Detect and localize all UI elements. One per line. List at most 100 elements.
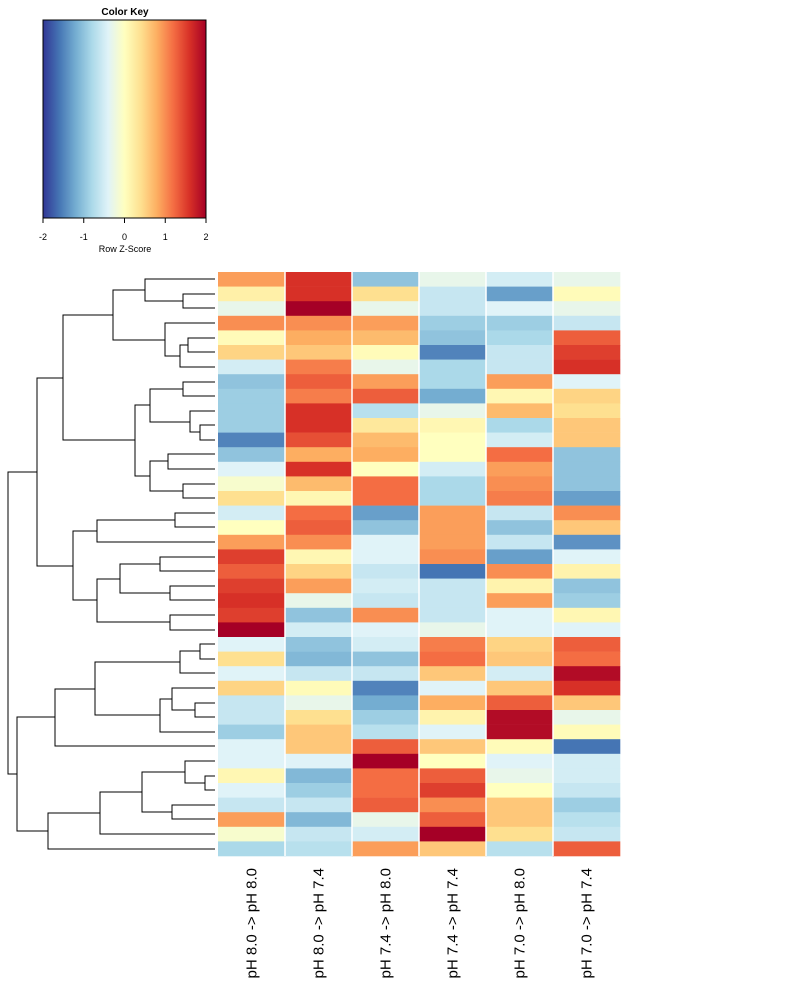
- heatmap-cell: [218, 476, 286, 492]
- heatmap-cell: [285, 695, 353, 711]
- heatmap-cell: [285, 520, 353, 536]
- heatmap-cell: [218, 651, 286, 667]
- heatmap-cell: [352, 622, 420, 638]
- heatmap-cell: [352, 695, 420, 711]
- heatmap-cell: [352, 461, 420, 477]
- heatmap-cell: [419, 549, 487, 565]
- heatmap-cell: [486, 607, 554, 623]
- heatmap-cell: [285, 593, 353, 609]
- heatmap-cell: [352, 374, 420, 390]
- heatmap-cell: [553, 432, 621, 448]
- heatmap-cell: [419, 812, 487, 828]
- heatmap-cell: [352, 491, 420, 506]
- heatmap-cell: [486, 797, 554, 813]
- heatmap-cell: [419, 447, 487, 463]
- heatmap-cell: [419, 461, 487, 477]
- heatmap-cell: [553, 812, 621, 828]
- heatmap-cell: [285, 272, 353, 287]
- heatmap-cell: [352, 637, 420, 652]
- heatmap-cell: [419, 505, 487, 521]
- heatmap-cell: [419, 710, 487, 725]
- heatmap-cell: [218, 797, 286, 813]
- heatmap-cell: [352, 753, 420, 769]
- heatmap-cell: [352, 301, 420, 317]
- heatmap-cell: [352, 315, 420, 331]
- heatmap-cell: [218, 388, 286, 404]
- heatmap-cell: [553, 403, 621, 419]
- heatmap-cell: [285, 753, 353, 769]
- heatmap-cell: [352, 330, 420, 346]
- heatmap-cell: [553, 476, 621, 492]
- heatmap-cell: [419, 345, 487, 360]
- heatmap-cell: [553, 272, 621, 287]
- heatmap-cell: [285, 724, 353, 740]
- heatmap-cell: [553, 607, 621, 623]
- heatmap-cell: [218, 826, 286, 842]
- heatmap-cell: [218, 301, 286, 317]
- heatmap-cell: [285, 491, 353, 506]
- heatmap-cell: [419, 418, 487, 433]
- heatmap-cell: [553, 461, 621, 477]
- heatmap-cell: [486, 534, 554, 550]
- heatmap-cell: [352, 272, 420, 287]
- heatmap-cell: [285, 388, 353, 404]
- heatmap-cell: [486, 491, 554, 506]
- heatmap-cell: [352, 666, 420, 682]
- heatmap-cell: [285, 797, 353, 813]
- heatmap-cell: [285, 534, 353, 550]
- heatmap-cell: [419, 666, 487, 682]
- heatmap-cell: [218, 359, 286, 375]
- heatmap-cell: [352, 578, 420, 594]
- heatmap-cell: [419, 826, 487, 842]
- heatmap-cell: [486, 753, 554, 769]
- heatmap-cell: [553, 315, 621, 331]
- heatmap-cell: [352, 783, 420, 798]
- heatmap-cell: [419, 651, 487, 667]
- heatmap-cell: [553, 418, 621, 433]
- heatmap-cell: [553, 768, 621, 784]
- heatmap-cell: [285, 345, 353, 360]
- heatmap-cell: [285, 666, 353, 682]
- heatmap-cell: [352, 388, 420, 404]
- heatmap-cell: [352, 520, 420, 536]
- heatmap-cell: [553, 651, 621, 667]
- heatmap-cell: [352, 812, 420, 828]
- heatmap-cell: [218, 447, 286, 463]
- heatmap-cell: [486, 301, 554, 317]
- heatmap-cell: [352, 359, 420, 375]
- heatmap-cell: [419, 680, 487, 696]
- heatmap-cell: [486, 783, 554, 798]
- key-tick-label: -1: [80, 232, 88, 242]
- heatmap-cell: [486, 461, 554, 477]
- heatmap-cell: [352, 549, 420, 565]
- heatmap-cell: [553, 680, 621, 696]
- heatmap-cell: [285, 710, 353, 725]
- heatmap-cell: [486, 695, 554, 711]
- heatmap-cell: [419, 637, 487, 652]
- heatmap-cell: [486, 826, 554, 842]
- key-x-label: Row Z-Score: [99, 244, 152, 254]
- heatmap-cell: [218, 812, 286, 828]
- key-tick-label: 0: [122, 232, 127, 242]
- heatmap-cell: [486, 403, 554, 419]
- heatmap-cell: [352, 724, 420, 740]
- heatmap-cell: [218, 549, 286, 565]
- heatmap-cell: [486, 564, 554, 579]
- heatmap-cell: [218, 593, 286, 609]
- heatmap-cell: [285, 403, 353, 419]
- heatmap-cell: [285, 637, 353, 652]
- heatmap-cell: [419, 607, 487, 623]
- heatmap-cell: [352, 680, 420, 696]
- heatmap-cell: [486, 447, 554, 463]
- heatmap-cell: [419, 403, 487, 419]
- column-labels: pH 8.0 -> pH 8.0 pH 8.0 -> pH 7.4 pH 7.4 -…: [244, 868, 596, 978]
- heatmap-cell: [486, 374, 554, 390]
- heatmap-cell: [553, 797, 621, 813]
- heatmap-cell: [486, 593, 554, 609]
- heatmap-cell: [419, 578, 487, 594]
- heatmap-cell: [285, 783, 353, 798]
- heatmap-cell: [285, 447, 353, 463]
- heatmap-cell: [352, 476, 420, 492]
- heatmap-cell: [553, 505, 621, 521]
- heatmap-cell: [218, 724, 286, 740]
